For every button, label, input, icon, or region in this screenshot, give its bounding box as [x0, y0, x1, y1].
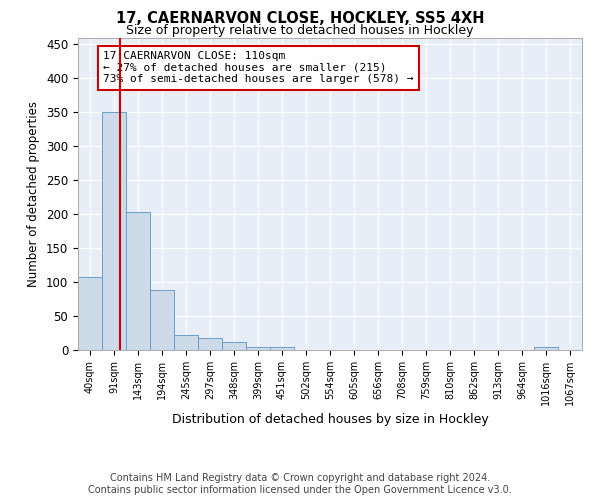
Text: Size of property relative to detached houses in Hockley: Size of property relative to detached ho…: [126, 24, 474, 37]
Bar: [534, 346, 558, 350]
Y-axis label: Number of detached properties: Number of detached properties: [28, 101, 40, 287]
Bar: [126, 212, 150, 350]
Text: 17 CAERNARVON CLOSE: 110sqm
← 27% of detached houses are smaller (215)
73% of se: 17 CAERNARVON CLOSE: 110sqm ← 27% of det…: [103, 51, 414, 84]
Bar: [270, 348, 294, 350]
Bar: [174, 335, 198, 350]
Bar: [222, 342, 246, 350]
Bar: [150, 290, 174, 350]
Text: Contains HM Land Registry data © Crown copyright and database right 2024.
Contai: Contains HM Land Registry data © Crown c…: [88, 474, 512, 495]
Bar: [198, 338, 222, 350]
Bar: [102, 112, 126, 350]
Bar: [78, 278, 102, 350]
Bar: [246, 346, 270, 350]
X-axis label: Distribution of detached houses by size in Hockley: Distribution of detached houses by size …: [172, 414, 488, 426]
Text: 17, CAERNARVON CLOSE, HOCKLEY, SS5 4XH: 17, CAERNARVON CLOSE, HOCKLEY, SS5 4XH: [116, 11, 484, 26]
